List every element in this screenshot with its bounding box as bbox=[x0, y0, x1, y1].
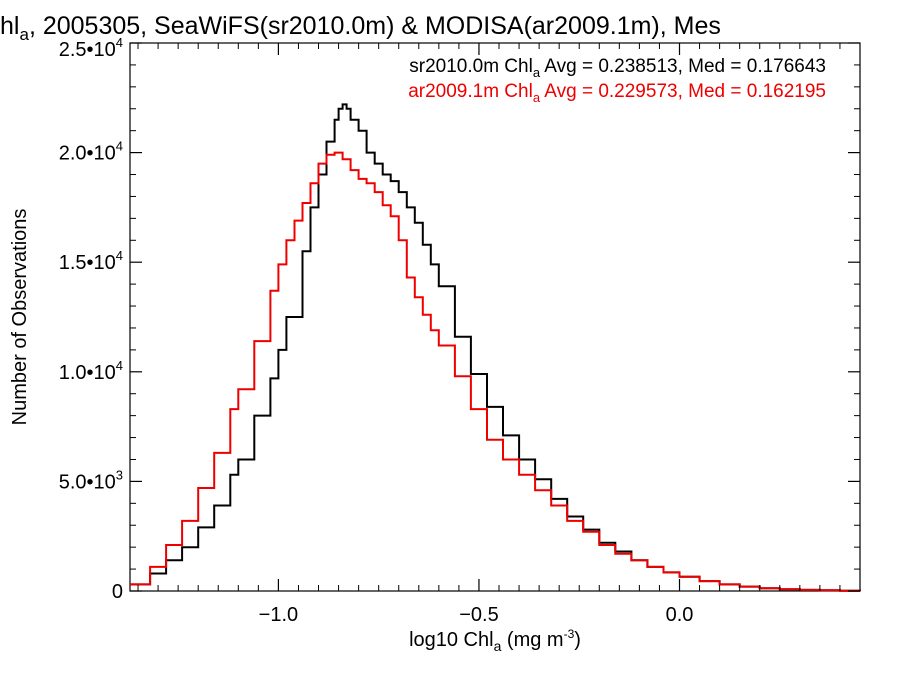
x-axis-label-post: ) bbox=[574, 629, 581, 651]
y-tick-label-5: 2.5•104 bbox=[59, 35, 123, 61]
y-tick-label-0: 0 bbox=[112, 581, 123, 603]
legend-entry-1-post: Avg = 0.229573, Med = 0.162195 bbox=[540, 81, 826, 102]
legend-entry-0-post: Avg = 0.238513, Med = 0.176643 bbox=[540, 56, 826, 77]
chart-title-sub: a bbox=[19, 25, 29, 44]
legend-entry-0-pre: sr2010.0m Chl bbox=[409, 56, 533, 77]
legend-entry-1-pre: ar2009.1m Chl bbox=[408, 81, 533, 102]
series-line-1 bbox=[130, 151, 861, 592]
chart-title-pre: hl bbox=[0, 12, 19, 40]
x-axis-label-sup: -3 bbox=[564, 627, 575, 641]
x-axis-label-mid: (mg m bbox=[501, 629, 563, 651]
x-tick-label-0: −1.0 bbox=[259, 604, 298, 626]
y-tick-label-2: 1.0•104 bbox=[59, 358, 123, 384]
x-tick-label-1: −0.5 bbox=[459, 604, 498, 626]
y-tick-label-4: 2.0•104 bbox=[59, 139, 123, 165]
y-tick-label-3: 1.5•104 bbox=[59, 248, 123, 274]
legend-entry-0-sub: a bbox=[533, 65, 541, 80]
legend-entry-1: ar2009.1m Chla Avg = 0.229573, Med = 0.1… bbox=[408, 81, 826, 105]
x-axis-label: log10 Chla (mg m-3) bbox=[409, 627, 581, 654]
x-tick-label-2: 0.0 bbox=[666, 604, 694, 626]
legend-entry-0: sr2010.0m Chla Avg = 0.238513, Med = 0.1… bbox=[409, 56, 826, 80]
chart-title: hla, 2005305, SeaWiFS(sr2010.0m) & MODIS… bbox=[0, 12, 721, 44]
x-axis-label-sub: a bbox=[494, 638, 502, 654]
y-tick-label-1: 5.0•103 bbox=[59, 467, 123, 493]
y-axis-label: Number of Observations bbox=[9, 209, 31, 426]
legend-entry-1-sub: a bbox=[533, 90, 541, 105]
plot-frame bbox=[129, 42, 861, 592]
x-ticks: −1.0 −0.5 0.0 bbox=[137, 43, 861, 626]
x-axis-label-pre: log10 Chl bbox=[409, 629, 494, 651]
series-line-0 bbox=[130, 103, 861, 592]
series-layer bbox=[130, 103, 861, 592]
y-ticks: 0 5.0•103 1.0•104 1.5•104 2.0•104 2.5•104 bbox=[59, 35, 860, 603]
chart-title-post: , 2005305, SeaWiFS(sr2010.0m) & MODISA(a… bbox=[29, 12, 721, 40]
